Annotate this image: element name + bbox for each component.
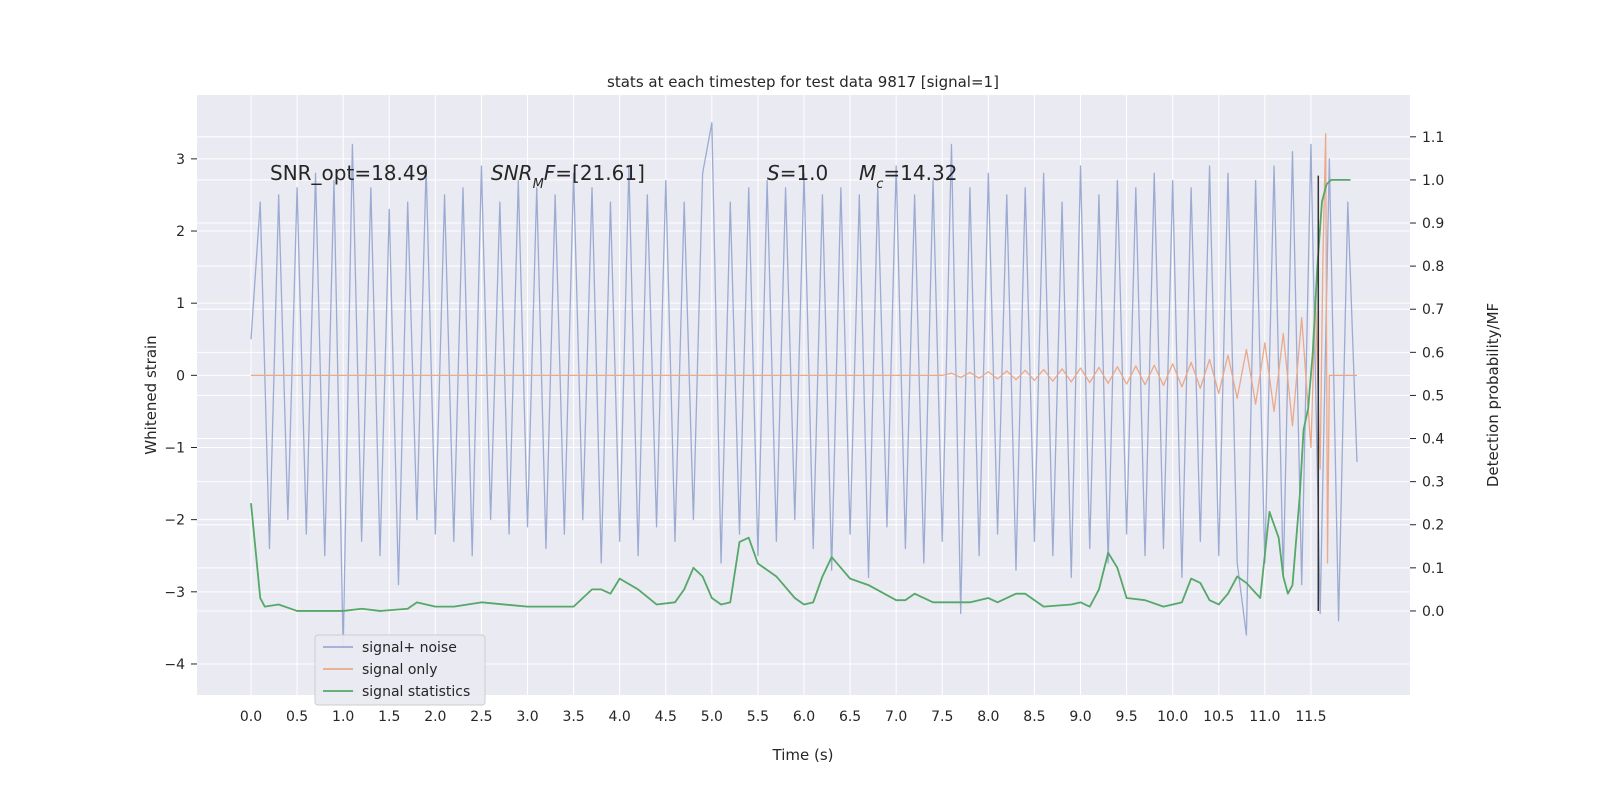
- legend-label: signal only: [362, 662, 437, 678]
- y2-tick-label: 0.0: [1422, 604, 1444, 620]
- x-tick-label: 1.0: [332, 709, 354, 725]
- y2-tick-label: 0.9: [1422, 216, 1444, 232]
- annotation-part: M: [533, 177, 544, 192]
- x-tick-label: 10.0: [1157, 709, 1188, 725]
- y-tick-label: −2: [164, 513, 185, 529]
- annotation: SNRMF=[21.61]: [491, 161, 645, 192]
- y2-tick-label: 0.2: [1422, 518, 1444, 534]
- annotations: SNR_opt=18.49 SNRMF=[21.61] S=1.0 Mc=14.32: [270, 161, 957, 192]
- y-tick-label: 3: [176, 152, 185, 168]
- x-tick-label: 1.5: [378, 709, 400, 725]
- x-tick-label: 3.5: [562, 709, 584, 725]
- marks: [250, 122, 1358, 651]
- annotation-part: =14.32: [883, 161, 957, 185]
- y2-tick-label: 0.3: [1422, 475, 1444, 491]
- y-tick-label: 1: [176, 296, 185, 312]
- x-tick-label: 8.0: [977, 709, 999, 725]
- ticks: 0.0 0.5 1.0 1.5 2.0 2.5 3.0 3.5 4.0 4.5 5.0 5.5 6.0 6…: [164, 130, 1444, 725]
- x-tick-label: 2.5: [470, 709, 492, 725]
- x-tick-label: 0.5: [286, 709, 308, 725]
- x-tick-label: 6.5: [839, 709, 861, 725]
- legend-label: signal statistics: [362, 684, 470, 700]
- chart-title: stats at each timestep for test data 981…: [607, 73, 999, 91]
- y2-axis-label: Detection probability/MF: [1484, 303, 1502, 487]
- x-tick-label: 3.0: [516, 709, 538, 725]
- y2-tick-label: 0.6: [1422, 345, 1444, 361]
- y-tick-label: −1: [164, 440, 185, 456]
- y2-tick-label: 0.4: [1422, 432, 1444, 448]
- x-tick-label: 10.5: [1203, 709, 1234, 725]
- annotation: SNR_opt=18.49: [270, 161, 428, 185]
- x-tick-label: 5.0: [701, 709, 723, 725]
- x-tick-label: 5.5: [747, 709, 769, 725]
- y2-tick-label: 0.5: [1422, 388, 1444, 404]
- legend: signal+ noise signal only signal statistic…: [314, 634, 486, 706]
- series-line: [250, 179, 1351, 612]
- x-tick-label: 4.0: [609, 709, 631, 725]
- x-tick-label: 9.0: [1069, 709, 1091, 725]
- annotation-part: S: [767, 161, 780, 185]
- x-tick-label: 2.0: [424, 709, 446, 725]
- annotation-part: =[21.61]: [555, 161, 645, 185]
- x-tick-label: 8.5: [1023, 709, 1045, 725]
- series-line: [251, 132, 1357, 564]
- annotation-part: F: [544, 161, 556, 185]
- x-tick-label: 7.0: [885, 709, 907, 725]
- annotation-part: SNR_opt=18.49: [270, 161, 428, 185]
- annotation: Mc=14.32: [859, 161, 957, 192]
- annotation-part: SNR: [491, 161, 533, 185]
- x-axis-label: Time (s): [772, 746, 834, 764]
- y2-tick-label: 0.8: [1422, 259, 1444, 275]
- annotation-part: M: [859, 161, 876, 185]
- y2-tick-label: 1.1: [1422, 130, 1444, 146]
- y-tick-label: −4: [164, 657, 185, 673]
- y-tick-label: −3: [164, 585, 185, 601]
- x-tick-label: 11.0: [1249, 709, 1280, 725]
- x-tick-label: 11.5: [1295, 709, 1326, 725]
- y-tick-label: 0: [176, 368, 185, 384]
- annotation: S=1.0: [767, 161, 828, 185]
- y2-tick-label: 0.1: [1422, 561, 1444, 577]
- x-tick-label: 7.5: [931, 709, 953, 725]
- x-tick-label: 6.0: [793, 709, 815, 725]
- annotation-part: =1.0: [780, 161, 829, 185]
- legend-box: [314, 634, 486, 706]
- x-tick-label: 0.0: [240, 709, 262, 725]
- y2-tick-label: 0.7: [1422, 302, 1444, 318]
- y2-tick-label: 1.0: [1422, 173, 1444, 189]
- annotation-part: c: [876, 177, 883, 192]
- y-axis-label: Whitened strain: [142, 335, 160, 454]
- legend-label: signal+ noise: [362, 640, 457, 656]
- y-tick-label: 2: [176, 224, 185, 240]
- x-tick-label: 4.5: [655, 709, 677, 725]
- x-tick-label: 9.5: [1115, 709, 1137, 725]
- series-line: [250, 122, 1358, 651]
